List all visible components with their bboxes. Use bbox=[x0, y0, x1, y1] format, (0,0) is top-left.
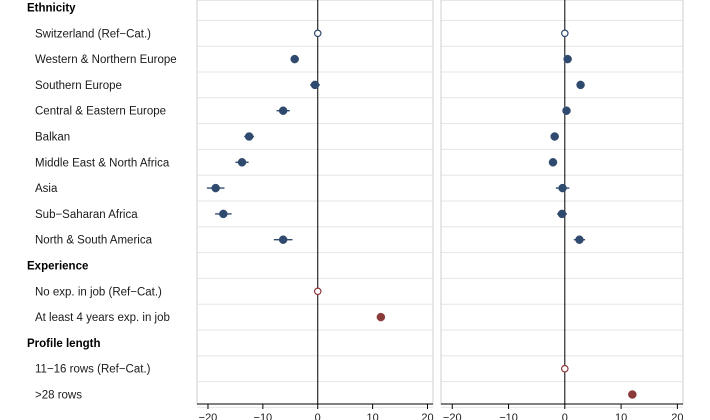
x-tick-label: 10 bbox=[615, 412, 627, 420]
estimate-point bbox=[563, 54, 572, 64]
row-label: At least 4 years exp. in job bbox=[35, 312, 170, 324]
row-label: Central & Eastern Europe bbox=[35, 106, 166, 118]
row-label: Asia bbox=[35, 183, 58, 195]
reference-point bbox=[561, 364, 569, 373]
x-tick-label: 20 bbox=[421, 412, 433, 420]
estimate-point bbox=[548, 158, 558, 167]
estimate-point bbox=[575, 235, 584, 244]
row-label: Sub−Saharan Africa bbox=[35, 209, 138, 221]
row-label: Middle East & North Africa bbox=[35, 157, 170, 169]
section-header: Profile length bbox=[27, 338, 100, 350]
panel-frame bbox=[196, 0, 434, 405]
estimate-point bbox=[558, 183, 567, 193]
x-tick-label: 0 bbox=[315, 412, 321, 420]
estimate-point bbox=[219, 209, 228, 219]
section-header: Experience bbox=[27, 261, 88, 273]
row-label: Western & Northern Europe bbox=[35, 54, 177, 66]
row-label: Balkan bbox=[35, 132, 70, 144]
estimate-point bbox=[244, 132, 254, 141]
estimate-point bbox=[562, 106, 571, 115]
estimate-point bbox=[237, 158, 247, 167]
x-tick-label: −10 bbox=[254, 412, 273, 420]
x-tick-label: −10 bbox=[499, 412, 518, 420]
estimate-point bbox=[628, 390, 637, 399]
estimate-point bbox=[576, 80, 585, 90]
x-tick-label: 0 bbox=[562, 412, 568, 420]
estimate-point bbox=[278, 235, 288, 244]
x-tick-label: −20 bbox=[199, 412, 218, 420]
row-label: Switzerland (Ref−Cat.) bbox=[35, 28, 151, 40]
row-label: Southern Europe bbox=[35, 80, 122, 92]
estimate-point bbox=[310, 80, 320, 90]
estimate-point bbox=[550, 132, 559, 141]
panel-frame bbox=[440, 0, 684, 405]
section-header: Ethnicity bbox=[27, 3, 76, 15]
reference-point bbox=[313, 29, 322, 38]
x-tick-label: −20 bbox=[443, 412, 462, 420]
x-tick-label: 20 bbox=[671, 412, 683, 420]
row-label: North & South America bbox=[35, 235, 153, 247]
row-label: >28 rows bbox=[35, 390, 82, 402]
reference-point bbox=[313, 287, 322, 296]
estimate-point bbox=[376, 312, 386, 322]
x-tick-label: 10 bbox=[367, 412, 379, 420]
estimate-point bbox=[290, 54, 299, 64]
estimate-point bbox=[557, 209, 567, 219]
estimate-point bbox=[278, 106, 288, 115]
estimate-point bbox=[211, 183, 220, 193]
reference-point bbox=[561, 29, 569, 38]
row-label: 11−16 rows (Ref−Cat.) bbox=[35, 364, 151, 376]
row-label: No exp. in job (Ref−Cat.) bbox=[35, 286, 162, 298]
